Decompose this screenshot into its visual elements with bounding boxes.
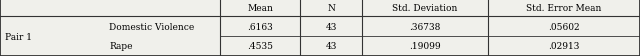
Text: Pair 1: Pair 1	[5, 32, 32, 41]
Text: .05602: .05602	[548, 22, 580, 31]
Text: Std. Deviation: Std. Deviation	[392, 4, 458, 13]
Text: Mean: Mean	[247, 4, 273, 13]
Text: .6163: .6163	[247, 22, 273, 31]
Text: .4535: .4535	[247, 42, 273, 51]
Text: .02913: .02913	[548, 42, 580, 51]
Text: Domestic Violence: Domestic Violence	[109, 22, 195, 31]
Text: Rape: Rape	[109, 42, 132, 51]
Text: N: N	[327, 4, 335, 13]
Text: .36738: .36738	[410, 22, 441, 31]
Text: 43: 43	[325, 22, 337, 31]
Text: 43: 43	[325, 42, 337, 51]
Text: Std. Error Mean: Std. Error Mean	[526, 4, 602, 13]
Text: .19099: .19099	[409, 42, 441, 51]
